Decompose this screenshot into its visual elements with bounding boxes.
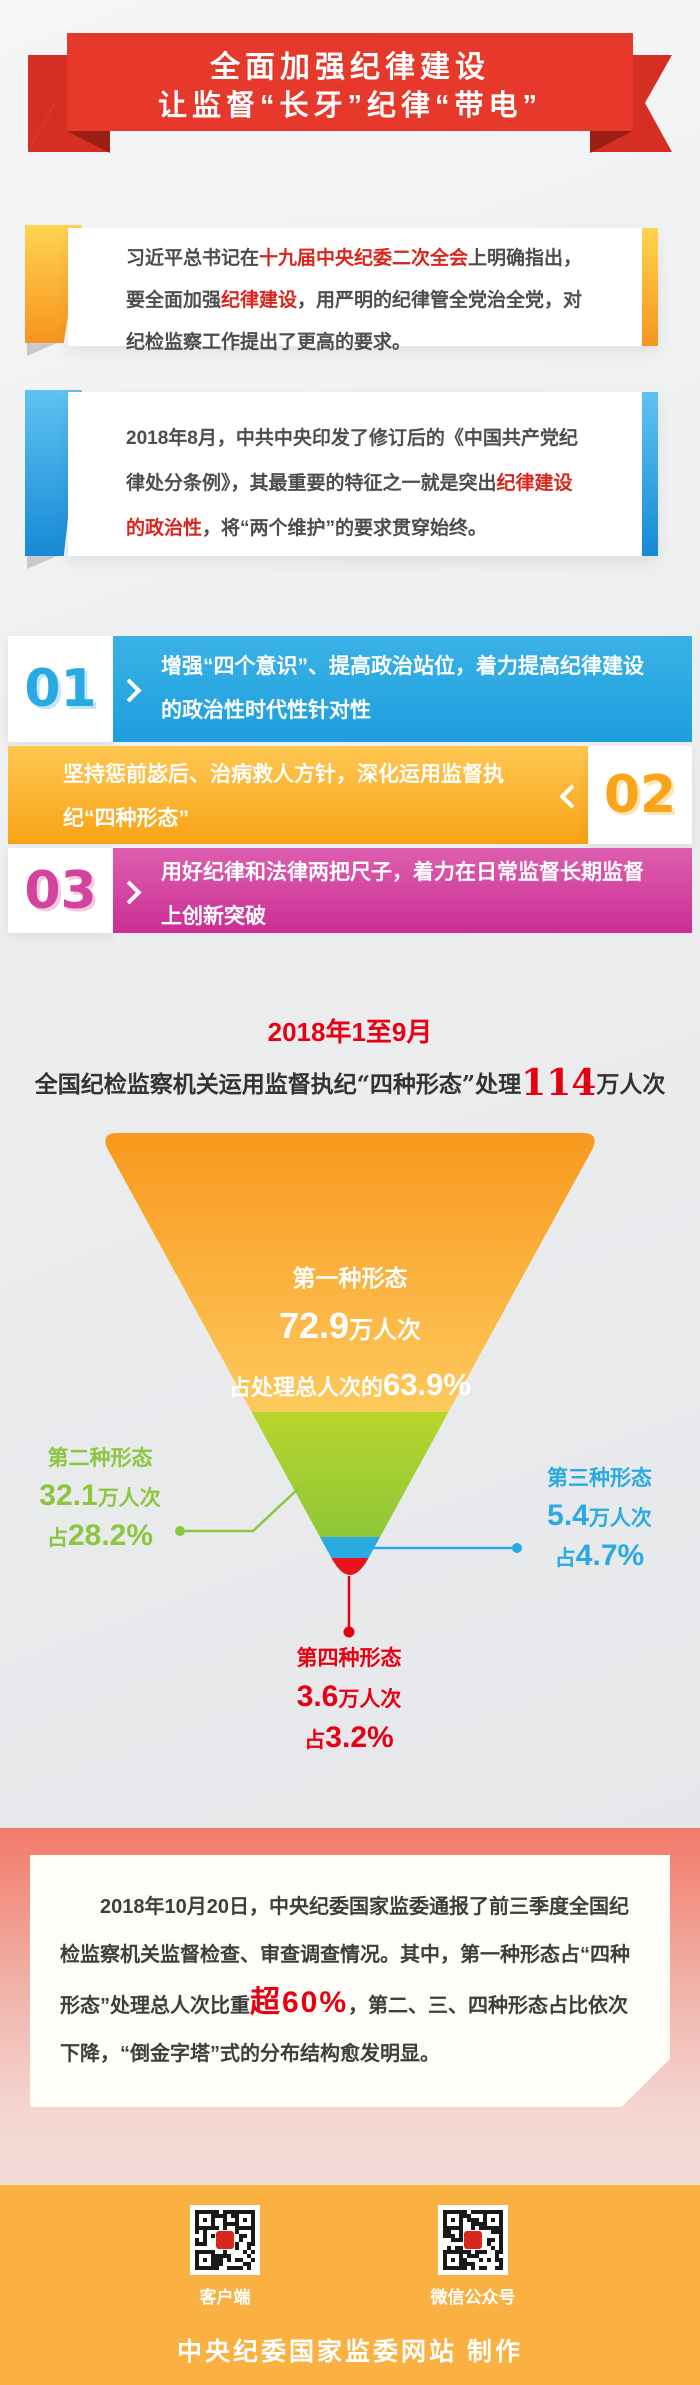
intro1-paragraph: 习近平总书记在十九届中央纪委二次全会上明确指出， 要全面加强纪律建设，用严明的纪律… <box>126 248 583 353</box>
intro2-paragraph: 2018年8月，中共中央印发了修订后的《中国共产党纪 律处分条例》，其最重要的特征… <box>126 428 578 539</box>
ribbon-banner <box>28 33 672 153</box>
banner-title-line2: 让监督“长牙”纪律“带电” <box>157 90 542 122</box>
item2-text: 坚持惩前毖后、治病救人方针，深化运用监督执纪“四种形态” <box>63 763 504 830</box>
banner-title-line1: 全面加强纪律建设 <box>210 51 490 84</box>
qr-code-wechat <box>438 2205 508 2275</box>
intro2-accent-strip <box>642 392 658 556</box>
item1-number: 01 <box>8 636 113 742</box>
footer-credit: 中央纪委国家监委网站 制作 <box>177 2338 523 2366</box>
item2-number: 02 <box>588 746 692 844</box>
footer <box>0 2185 700 2385</box>
qr-code-app <box>190 2205 260 2275</box>
intro1-accent-strip <box>642 228 658 346</box>
item1-bar: 增强“四个意识”、提高政治站位，着力提高纪律建设的政治性时代性针对性 <box>113 636 692 742</box>
item1-text: 增强“四个意识”、提高政治站位，着力提高纪律建设的政治性时代性针对性 <box>161 655 644 722</box>
item3-number: 03 <box>8 848 113 933</box>
intro-card-2: 2018年8月，中共中央印发了修订后的《中国共产党纪 律处分条例》，其最重要的特征… <box>68 392 658 556</box>
item3-text: 用好纪律和法律两把尺子，着力在日常监督长期监督上创新突破 <box>161 861 644 928</box>
chart-period-title: 2018年1至9月 <box>267 1017 433 1047</box>
report-paragraph: 2018年10月20日，中央纪委国家监委通报了前三季度全国纪检监察机关监督检查、… <box>60 1896 630 2065</box>
funnel-connectors <box>175 1486 522 1638</box>
item2-bar: 坚持惩前毖后、治病救人方针，深化运用监督执纪“四种形态” <box>8 746 588 844</box>
intro1-fold <box>27 343 57 356</box>
funnel-stage4-label: 第四种形态 3.6万人次 占3.2% <box>296 1647 402 1754</box>
funnel-stage3-label: 第三种形态 5.4万人次 占4.7% <box>547 1467 652 1572</box>
intro2-fold <box>27 556 57 569</box>
funnel-chart <box>105 1133 595 1575</box>
chart-subtitle: 全国纪检监察机关运用监督执纪“四种形态”处理114万人次 <box>34 1062 666 1104</box>
item3-bar: 用好纪律和法律两把尺子，着力在日常监督长期监督上创新突破 <box>113 848 692 933</box>
funnel-stage1-label: 第一种形态 72.9万人次 占处理总人次的63.9% <box>229 1265 471 1402</box>
funnel-stage2-label: 第二种形态 32.1万人次 占28.2% <box>39 1447 161 1552</box>
qr-label-app: 客户端 <box>199 2288 251 2307</box>
report-card: 2018年10月20日，中央纪委国家监委通报了前三季度全国纪检监察机关监督检查、… <box>30 1855 670 2107</box>
qr-label-wechat: 微信公众号 <box>430 2288 516 2307</box>
intro-card-1: 习近平总书记在十九届中央纪委二次全会上明确指出， 要全面加强纪律建设，用严明的纪律… <box>68 228 658 353</box>
